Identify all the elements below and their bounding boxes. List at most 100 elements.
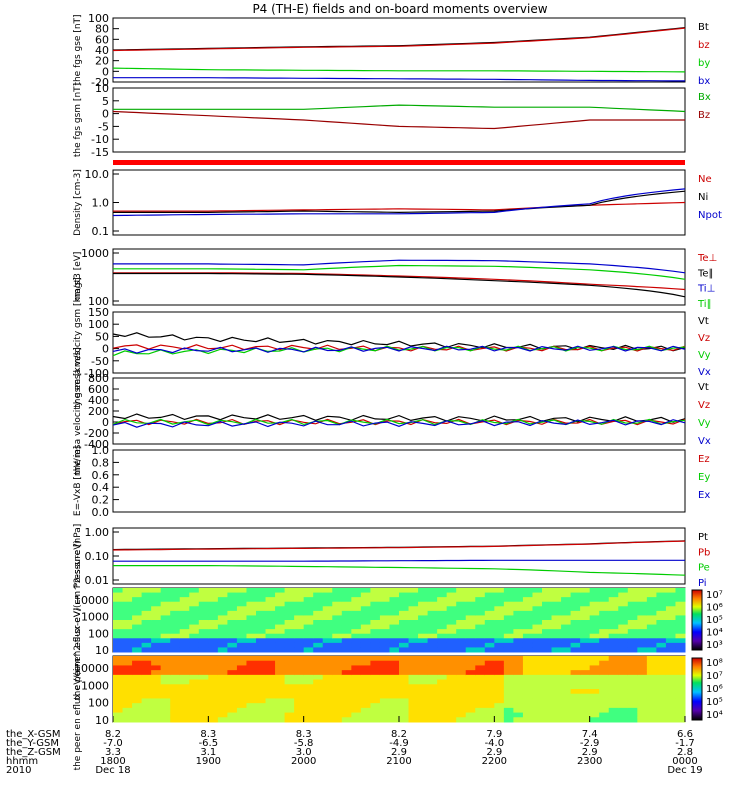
spectrogram-cell — [627, 703, 638, 709]
spectrogram-cell — [170, 693, 181, 699]
spectrogram-cell — [503, 656, 514, 662]
y-axis-label: the eesa velocity gsm [km/s] — [73, 277, 83, 408]
spectrogram-cell — [437, 660, 448, 666]
y-tick-label: 0.10 — [85, 550, 110, 563]
spectrogram-cell — [389, 656, 400, 662]
series-line-Pi — [113, 559, 685, 562]
spectrogram-cell — [236, 610, 247, 616]
spectrogram-cell — [351, 656, 362, 662]
spectrogram-cell — [294, 707, 305, 714]
spectrogram-cell — [360, 670, 371, 676]
spectrogram-cell — [236, 674, 247, 681]
spectrogram-cell — [113, 689, 124, 695]
spectrogram-cell — [408, 707, 419, 714]
spectrogram-cell — [542, 656, 553, 662]
spectrogram-cell — [322, 592, 333, 598]
spectrogram-cell — [627, 674, 638, 681]
spectrogram-cell — [132, 606, 143, 612]
spectrogram-cell — [379, 707, 390, 714]
series-line-Vt — [112, 332, 686, 352]
spectrogram-cell — [580, 670, 591, 676]
spectrogram-cell — [189, 674, 200, 681]
spectrogram-cell — [170, 670, 181, 676]
spectrogram-cell — [217, 670, 228, 676]
spectrogram-cell — [465, 684, 476, 690]
spectrogram-cell — [379, 597, 390, 603]
spectrogram-cell — [170, 615, 181, 621]
spectrogram-cell — [275, 674, 286, 681]
spectrogram-cell — [265, 592, 276, 598]
spectrogram-cell — [580, 592, 591, 598]
spectrogram-cell — [589, 665, 600, 671]
spectrogram-cell — [399, 601, 410, 607]
spectrogram-cell — [246, 615, 257, 621]
spectrogram-cell — [389, 620, 400, 626]
spectrogram-cell — [408, 592, 419, 598]
spectrogram-cell — [217, 698, 228, 704]
spectrogram-cell — [484, 597, 495, 603]
spectrogram-cell — [456, 674, 467, 681]
spectrogram-cell — [313, 693, 324, 699]
spectrogram-cell — [265, 624, 276, 630]
spectrogram-cell — [113, 638, 124, 644]
spectrogram-cell — [656, 703, 667, 709]
spectrogram-cell — [418, 597, 429, 603]
spectrogram-cell — [360, 610, 371, 616]
spectrogram-cell — [637, 601, 648, 607]
spectrogram-cell — [408, 698, 419, 704]
spectrogram-cell — [665, 698, 676, 704]
spectrogram-cell — [608, 717, 619, 723]
spectrogram-cell — [208, 703, 219, 709]
spectrogram-cell — [408, 606, 419, 612]
spectrogram-cell — [141, 660, 152, 666]
spectrogram-cell — [437, 665, 448, 671]
spectrogram-cell — [561, 679, 572, 685]
spectrogram-cell — [341, 642, 352, 648]
spectrogram-cell — [494, 684, 505, 690]
spectrogram-cell — [341, 689, 352, 695]
spectrogram-cell — [160, 620, 171, 626]
spectrogram-cell — [265, 707, 276, 714]
spectrogram-cell — [217, 610, 228, 616]
spectrogram-cell — [427, 674, 438, 681]
spectrogram-cell — [313, 610, 324, 616]
spectrogram-cell — [494, 620, 505, 626]
spectrogram-cell — [294, 601, 305, 607]
legend-Npot: Npot — [698, 210, 722, 221]
spectrogram-cell — [513, 674, 524, 681]
spectrogram-cell — [465, 693, 476, 699]
spectrogram-cell — [475, 615, 486, 621]
spectrogram-cell — [494, 656, 505, 662]
spectrogram-cell — [465, 638, 476, 644]
spectrogram-cell — [608, 707, 619, 714]
spectrogram-cell — [503, 588, 514, 594]
spectrogram-cell — [418, 642, 429, 648]
spectrogram-cell — [351, 647, 362, 653]
spectrogram-cell — [332, 679, 343, 685]
spectrogram-cell — [332, 665, 343, 671]
spectrogram-cell — [437, 638, 448, 644]
spectrogram-cell — [198, 610, 209, 616]
spectrogram-cell — [284, 638, 295, 644]
spectrogram-cell — [561, 717, 572, 723]
spectrogram-cell — [341, 620, 352, 626]
series-line-Te⊥ — [113, 272, 686, 291]
spectrogram-cell — [275, 665, 286, 671]
spectrogram-cell — [465, 620, 476, 626]
spectrogram-cell — [513, 624, 524, 630]
spectrogram-cell — [637, 620, 648, 626]
panel-frame — [112, 377, 686, 445]
spectrogram-cell — [160, 693, 171, 699]
spectrogram-cell — [637, 693, 648, 699]
spectrogram-cell — [227, 717, 238, 723]
y-tick-label: 150 — [88, 306, 109, 319]
spectrogram-cell — [627, 601, 638, 607]
spectrogram-cell — [284, 647, 295, 653]
spectrogram-cell — [627, 693, 638, 699]
spectrogram-cell — [665, 606, 676, 612]
spectrogram-cell — [170, 665, 181, 671]
spectrogram-cell — [294, 615, 305, 621]
spectrogram-cell — [389, 717, 400, 723]
spectrogram-cell — [542, 679, 553, 685]
spectrogram-cell — [484, 656, 495, 662]
